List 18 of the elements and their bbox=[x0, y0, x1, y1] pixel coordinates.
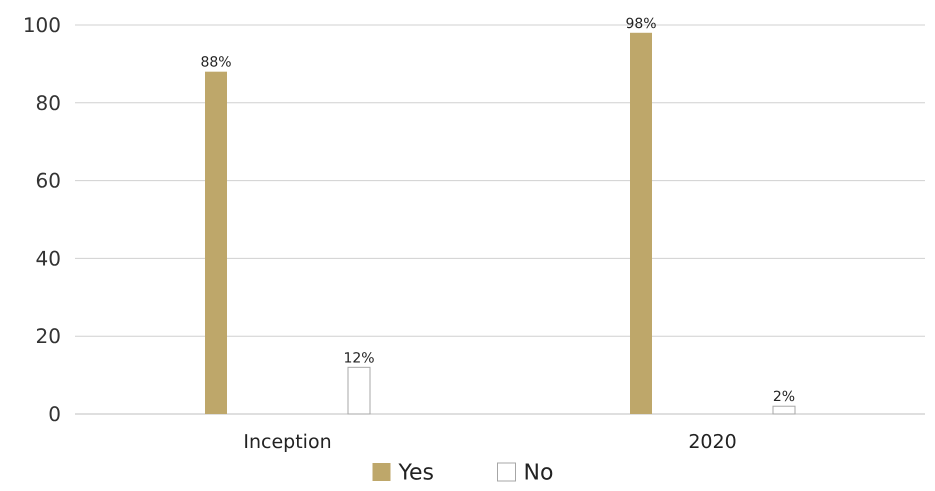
y-tick-label: 60 bbox=[36, 168, 61, 193]
y-tick-label: 20 bbox=[36, 324, 61, 348]
data-label: 88% bbox=[200, 54, 232, 71]
bar bbox=[772, 406, 796, 414]
bar bbox=[348, 366, 370, 414]
x-tick-label: Inception bbox=[243, 431, 332, 453]
data-label: 2% bbox=[772, 389, 796, 406]
y-tick-label: 40 bbox=[36, 246, 61, 270]
y-tick-label: 0 bbox=[48, 402, 61, 426]
bar bbox=[630, 32, 652, 414]
x-tick-label: 2020 bbox=[688, 431, 737, 453]
legend-label: Yes bbox=[398, 460, 434, 486]
data-label: 98% bbox=[625, 16, 657, 32]
y-tick-label: 80 bbox=[36, 90, 61, 115]
bar bbox=[205, 72, 227, 414]
legend-label: No bbox=[524, 460, 554, 486]
data-label: 12% bbox=[343, 350, 375, 366]
y-tick-label: 100 bbox=[22, 13, 61, 37]
